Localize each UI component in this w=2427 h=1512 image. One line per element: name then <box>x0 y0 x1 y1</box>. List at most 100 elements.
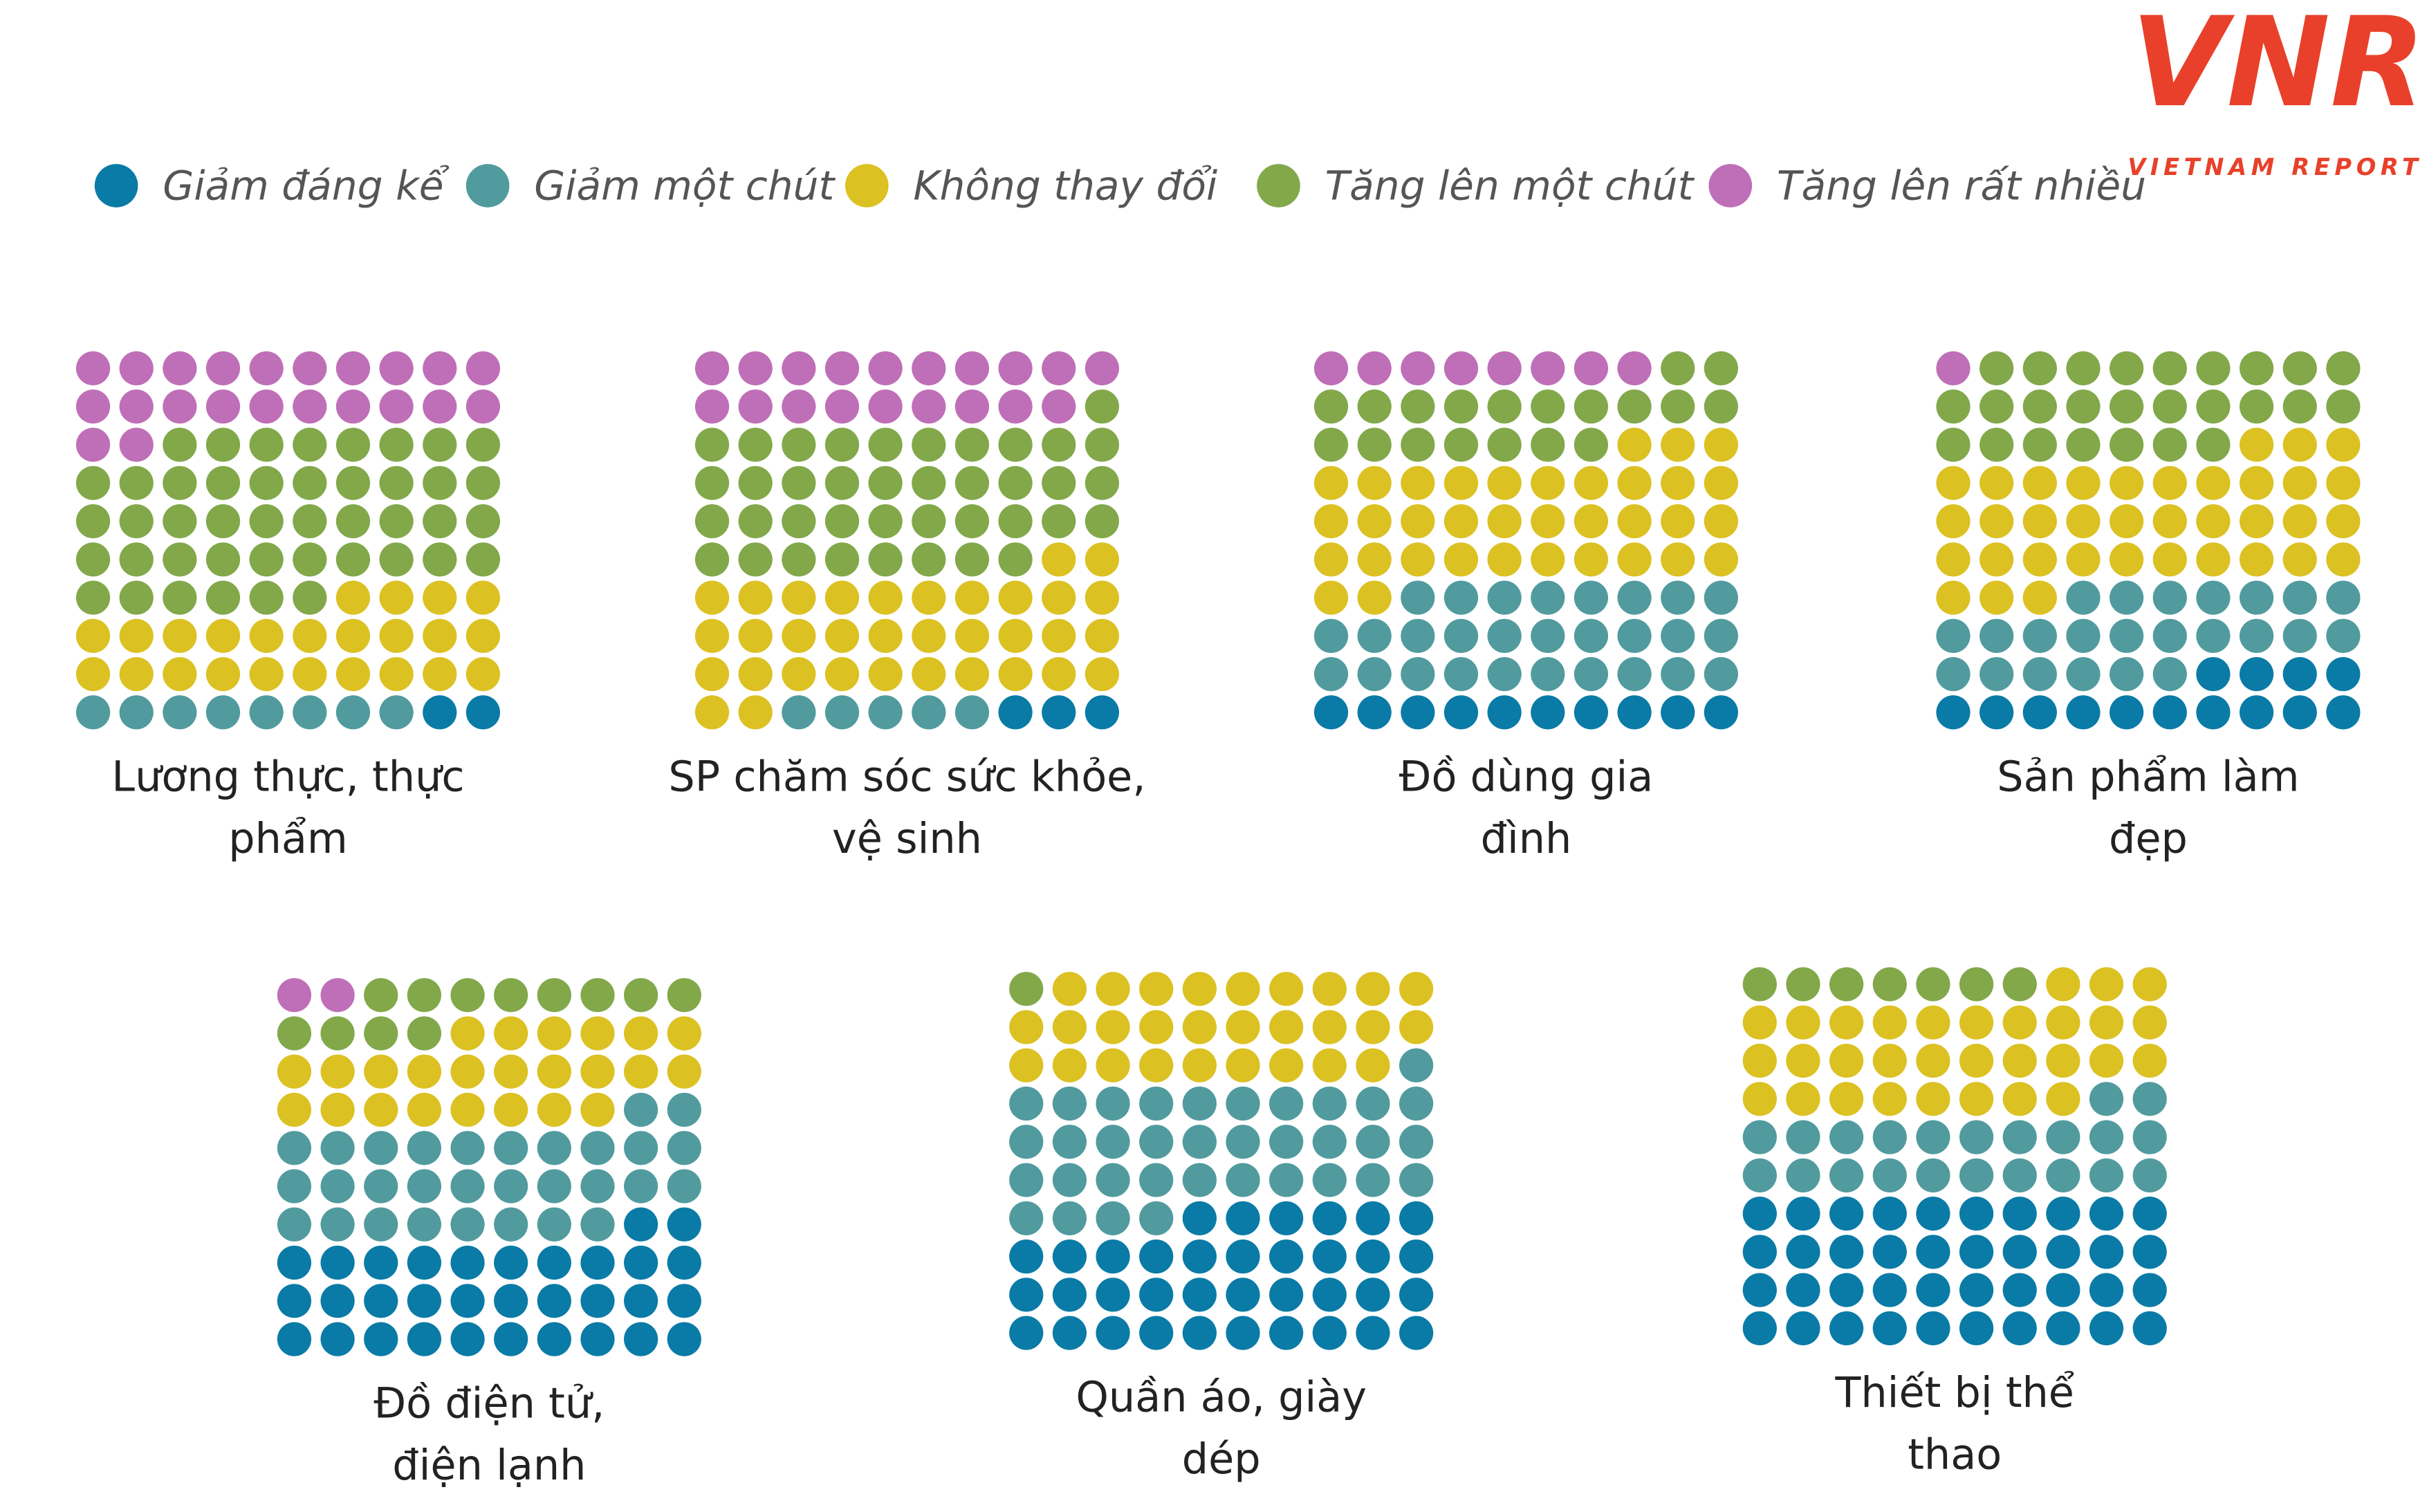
waffle-dot <box>1959 1120 1994 1154</box>
waffle-dot <box>2002 1158 2037 1192</box>
waffle-dot <box>379 427 414 462</box>
waffle-dot <box>2002 1273 2037 1307</box>
waffle-dot <box>465 427 501 462</box>
waffle-dot <box>119 657 154 692</box>
waffle-dot <box>1009 1125 1044 1159</box>
legend-label: Không thay đổi <box>913 163 1217 210</box>
waffle-dot <box>1009 1086 1044 1121</box>
waffle-dot <box>580 1207 615 1242</box>
waffle-dot <box>249 389 284 424</box>
waffle-dot <box>738 351 773 386</box>
waffle-dot <box>537 1054 571 1089</box>
waffle-dot <box>998 389 1033 424</box>
waffle-dot <box>2326 695 2361 730</box>
waffle-dot <box>667 1131 701 1165</box>
waffle-dot <box>335 580 371 615</box>
waffle-dot <box>694 427 730 462</box>
waffle-dot <box>2239 580 2274 615</box>
waffle-dot <box>1531 542 1565 577</box>
waffle-dot <box>1009 1239 1044 1274</box>
category-label: SP chăm sóc sức khỏe, vệ sinh <box>668 753 1146 864</box>
waffle-dot <box>1356 1278 1390 1312</box>
waffle-dot <box>335 695 371 730</box>
waffle-dot <box>1829 967 1864 1002</box>
waffle-dot <box>1443 389 1479 424</box>
waffle-dot <box>2132 967 2167 1002</box>
waffle-dot <box>2239 504 2274 539</box>
category-label: Lương thực, thực phẩm <box>111 753 465 864</box>
waffle-dot <box>998 504 1033 539</box>
waffle-dot <box>1936 580 1971 615</box>
waffle-dot <box>912 465 946 500</box>
waffle-dot <box>2046 1082 2080 1116</box>
waffle-dot <box>1052 1010 1087 1044</box>
waffle-dot <box>824 657 860 692</box>
waffle-dot <box>1829 1005 1864 1040</box>
waffle-dot <box>1313 542 1349 577</box>
waffle-dot <box>423 542 457 577</box>
waffle-dot <box>1269 1048 1304 1082</box>
waffle-dot <box>423 580 457 615</box>
waffle-dot <box>1226 1201 1260 1235</box>
waffle-dot <box>1139 1163 1174 1197</box>
waffle-dot <box>1269 1086 1304 1121</box>
waffle-dot <box>912 542 946 577</box>
waffle-dot <box>2239 465 2274 500</box>
waffle-dot <box>320 1131 355 1165</box>
waffle-dot <box>1139 1048 1174 1082</box>
waffle-dot <box>738 618 773 653</box>
waffle-dot <box>1980 580 2014 615</box>
waffle-dot <box>1226 1125 1260 1159</box>
waffle-dot <box>1401 427 1435 462</box>
waffle-dot <box>1357 465 1392 500</box>
waffle-dot <box>1401 351 1435 386</box>
waffle-dot <box>667 978 701 1013</box>
waffle-dot <box>580 1092 615 1127</box>
waffle-dot <box>335 351 371 386</box>
waffle-dot <box>465 465 501 500</box>
waffle-dot <box>1872 967 1907 1002</box>
category-label: Đồ dùng gia đình <box>1399 753 1654 864</box>
waffle-dot <box>912 618 946 653</box>
waffle-dot <box>1269 1163 1304 1197</box>
waffle-dot <box>2022 504 2057 539</box>
waffle-dot <box>998 580 1033 615</box>
waffle-dot <box>1356 1201 1390 1235</box>
legend-swatch <box>465 164 510 208</box>
waffle-dot <box>1313 504 1349 539</box>
waffle-dot <box>580 1245 615 1280</box>
waffle-dot <box>2282 618 2317 653</box>
waffle-dot <box>364 1284 398 1318</box>
waffle-dot <box>1226 1163 1260 1197</box>
waffle-dot <box>912 427 946 462</box>
waffle-dot <box>2046 1273 2080 1307</box>
waffle-dot <box>1742 1120 1777 1154</box>
waffle-dot <box>2066 504 2101 539</box>
waffle-dot <box>1139 1010 1174 1044</box>
waffle-dot <box>1574 618 1609 653</box>
waffle-dot <box>2132 1273 2167 1307</box>
waffle-dot <box>1401 695 1435 730</box>
waffle-dot <box>1357 504 1392 539</box>
waffle-dot <box>2109 389 2144 424</box>
waffle-dot <box>2282 657 2317 692</box>
waffle-dot <box>1829 1043 1864 1078</box>
waffle-dot <box>2282 580 2317 615</box>
waffle-dot <box>1916 1082 1950 1116</box>
waffle-dot <box>1936 695 1971 730</box>
waffle-dot <box>1042 580 1076 615</box>
waffle-dot <box>1661 427 1695 462</box>
waffle-dot <box>119 351 154 386</box>
waffle-dot <box>2132 1120 2167 1154</box>
waffle-dot <box>407 1131 442 1165</box>
waffle-dot <box>1487 389 1522 424</box>
waffle-dot <box>2282 389 2317 424</box>
waffle-dot <box>2152 580 2187 615</box>
waffle-dot <box>1182 1239 1217 1274</box>
waffle-dot <box>1617 695 1652 730</box>
waffle-dot <box>75 351 111 386</box>
waffle-dot <box>1617 580 1652 615</box>
waffle-dot <box>379 657 414 692</box>
waffle-dot <box>1916 1273 1950 1307</box>
waffle-dot <box>1661 618 1695 653</box>
